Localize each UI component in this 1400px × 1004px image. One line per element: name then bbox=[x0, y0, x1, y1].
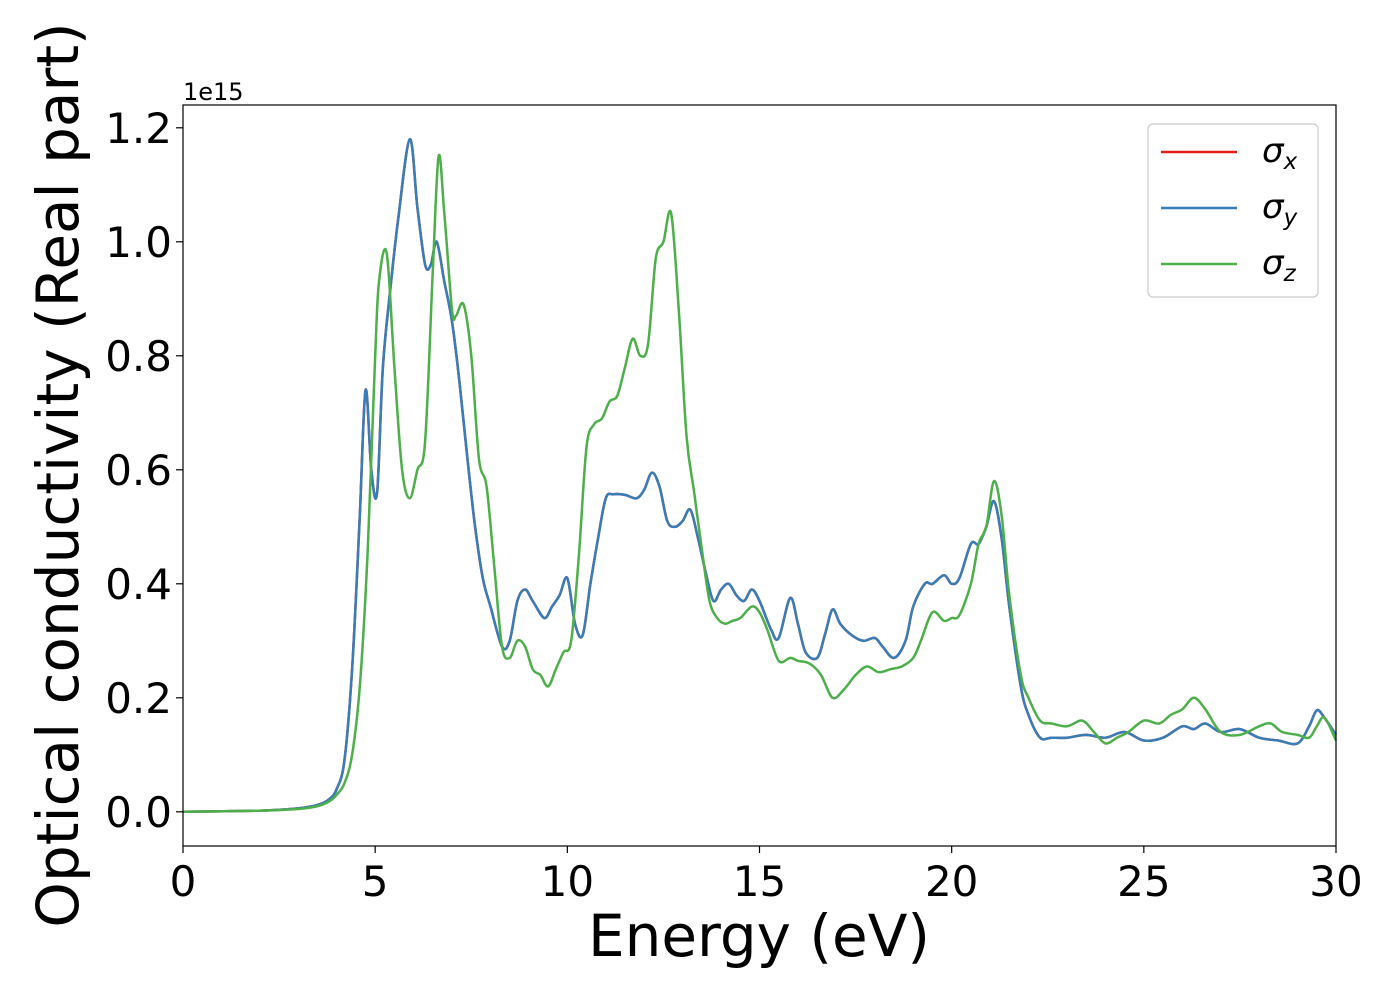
x-tick-label: 20 bbox=[925, 857, 978, 906]
y-tick-label: 1.2 bbox=[105, 104, 172, 153]
series-line-y bbox=[182, 137, 1338, 814]
y-tick-label: 0.4 bbox=[105, 560, 172, 609]
y-tick-label: 0.8 bbox=[105, 332, 172, 381]
x-tick-label: 10 bbox=[541, 857, 594, 906]
y-offset-label: 1e15 bbox=[183, 78, 244, 106]
x-tick-label: 30 bbox=[1309, 857, 1362, 906]
y-axis-ticks: 0.0 0.2 0.4 0.6 0.8 1.0 1.2 bbox=[105, 104, 183, 837]
x-axis-label: Energy (eV) bbox=[588, 902, 930, 970]
legend-items: σx σy σz bbox=[1161, 131, 1298, 287]
x-tick-label: 5 bbox=[362, 857, 389, 906]
y-tick-label: 1.0 bbox=[105, 218, 172, 267]
legend-box bbox=[1147, 123, 1319, 298]
x-tick-label: 15 bbox=[733, 857, 786, 906]
legend-label-x: σx bbox=[1262, 131, 1298, 175]
y-tick-label: 0.2 bbox=[105, 674, 172, 723]
legend-label-y: σy bbox=[1262, 187, 1298, 231]
series-layer bbox=[182, 137, 1338, 814]
legend-label-z: σz bbox=[1262, 243, 1297, 287]
x-axis-ticks: 0 5 10 15 20 25 30 bbox=[170, 846, 1363, 906]
y-tick-label: 0.6 bbox=[105, 446, 172, 495]
x-tick-label: 0 bbox=[170, 857, 197, 906]
y-axis-label: Optical conductivity (Real part) bbox=[24, 22, 92, 927]
legend: σx σy σz bbox=[1147, 123, 1319, 298]
x-tick-label: 25 bbox=[1117, 857, 1170, 906]
y-tick-label: 0.0 bbox=[105, 788, 172, 837]
series-line-z bbox=[182, 153, 1338, 814]
